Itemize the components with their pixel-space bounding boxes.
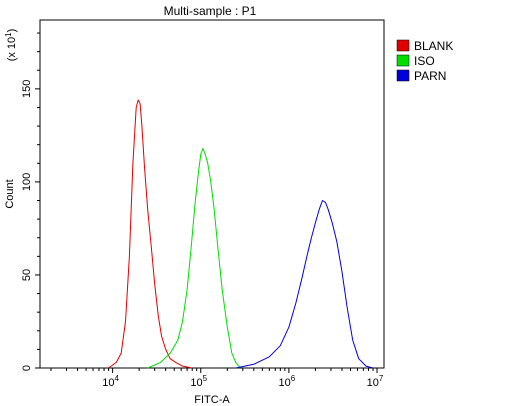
legend-swatch-parn xyxy=(396,69,410,82)
x-tick-base: 10 xyxy=(102,377,114,389)
y-multiplier-prefix: (x 10 xyxy=(6,37,18,61)
x-tick-exponent: 4 xyxy=(115,374,120,383)
y-multiplier: (x 101) xyxy=(4,29,18,62)
series-parn-line xyxy=(235,200,374,369)
x-tick-base: 10 xyxy=(190,377,202,389)
x-tick-exponent: 6 xyxy=(291,374,296,383)
legend-label-parn: PARN xyxy=(414,69,446,83)
y-multiplier-suffix: ) xyxy=(6,29,18,33)
y-tick-label: 150 xyxy=(21,80,33,98)
plot-area xyxy=(39,19,385,369)
legend-label-blank: BLANK xyxy=(414,39,453,53)
x-tick-exponent: 7 xyxy=(379,374,384,383)
legend-swatch-blank xyxy=(396,39,410,52)
legend-swatch-iso xyxy=(396,54,410,67)
series-layer xyxy=(108,99,374,369)
x-tick-label: 104 xyxy=(102,374,119,389)
legend-label-iso: ISO xyxy=(414,54,435,68)
y-tick-label: 100 xyxy=(21,173,33,191)
x-tick-exponent: 5 xyxy=(203,374,208,383)
y-multiplier-exponent: 1 xyxy=(4,32,13,37)
x-tick-base: 10 xyxy=(279,377,291,389)
y-axis-label: Count xyxy=(4,179,16,208)
x-axis: 104 105 106 107 xyxy=(50,368,384,389)
chart-title: Multi-sample : P1 xyxy=(164,4,257,18)
x-tick-label: 105 xyxy=(190,374,207,389)
x-tick-label: 106 xyxy=(279,374,296,389)
x-tick-label: 107 xyxy=(367,374,384,389)
x-tick-base: 10 xyxy=(367,377,379,389)
x-axis-label: FITC-A xyxy=(194,394,230,406)
series-iso-line xyxy=(147,147,241,369)
y-tick-label: 50 xyxy=(21,269,33,281)
series-blank-line xyxy=(108,99,193,369)
y-tick-label: 0 xyxy=(21,365,33,371)
y-axis: 0 50 100 150 xyxy=(21,32,40,371)
